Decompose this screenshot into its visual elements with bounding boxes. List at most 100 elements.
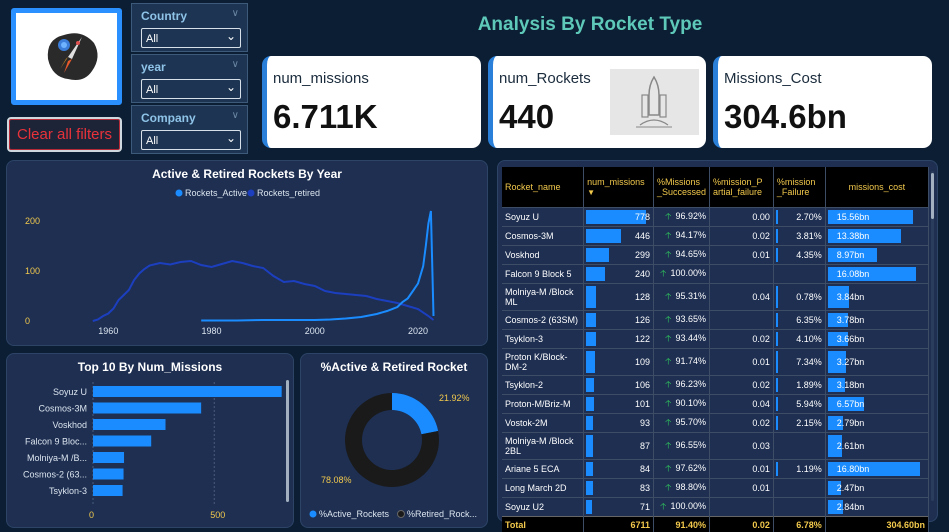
bar[interactable] bbox=[93, 485, 123, 496]
collapse-icon[interactable]: ∨ bbox=[231, 59, 239, 70]
chart-title: %Active & Retired Rocket bbox=[320, 360, 468, 374]
clear-filters-button[interactable]: Clear all filters bbox=[7, 117, 122, 152]
arrow-up-icon: 🡡 bbox=[660, 500, 667, 511]
arrow-up-icon: 🡡 bbox=[665, 416, 672, 427]
bar[interactable] bbox=[93, 386, 282, 397]
arrow-up-icon: 🡡 bbox=[660, 267, 667, 278]
cell-value: 3.27bn bbox=[836, 356, 865, 367]
legend-label[interactable]: Rockets_retired bbox=[257, 188, 320, 198]
cell-value: 2.79bn bbox=[836, 417, 865, 428]
cell-value: 109 bbox=[634, 356, 650, 367]
col-header-failure[interactable]: %mission _Failure bbox=[773, 167, 826, 207]
legend-label[interactable]: %Active_Rockets bbox=[319, 509, 390, 519]
cell-cost: 3.84bn bbox=[825, 282, 930, 310]
chevron-down-icon[interactable]: ⌄ bbox=[225, 29, 236, 43]
collapse-icon[interactable]: ∨ bbox=[231, 110, 239, 121]
cell-failure: 2.15% bbox=[773, 412, 826, 432]
year-slicer[interactable]: year ∨ All ⌄ bbox=[131, 54, 248, 103]
donut-chart[interactable]: 21.92% 78.08% %Active_Rockets %Retired_Rock… bbox=[301, 354, 489, 529]
table-row[interactable]: Soyuz U 778 🡡 96.92% 0.00 2.70% 15.56bn bbox=[502, 206, 930, 226]
total-success: 91.40% bbox=[653, 515, 711, 532]
table-total-row: Total 6711 91.40% 0.02 6.78% 304.60bn bbox=[502, 515, 930, 532]
x-tick-label: 500 bbox=[210, 510, 225, 520]
bar[interactable] bbox=[93, 402, 202, 414]
legend-label[interactable]: Rockets_Active bbox=[185, 188, 247, 198]
bar[interactable] bbox=[93, 452, 125, 463]
cell-value: 83 bbox=[639, 482, 650, 493]
cell-partial: 0.02 bbox=[709, 374, 774, 394]
cell-value: 15.56bn bbox=[836, 211, 870, 222]
col-header-cost[interactable]: missions_cost bbox=[825, 167, 930, 207]
rocket-table[interactable]: Rocket_name num_missions ▼ %Missions _Suc… bbox=[502, 167, 930, 532]
table-row[interactable]: Voskhod 299 🡡 94.65% 0.01 4.35% 8.97bn bbox=[502, 244, 930, 264]
donut-slice[interactable] bbox=[345, 393, 439, 487]
bar[interactable] bbox=[93, 435, 152, 447]
table-row[interactable]: Soyuz U2 71 🡡 100.00% 2.84bn bbox=[502, 496, 930, 516]
failure-bar bbox=[775, 350, 778, 373]
table-row[interactable]: Cosmos-2 (63SM) 126 🡡 93.65% 6.35% 3.78bn bbox=[502, 309, 930, 329]
cell-value: 3.66bn bbox=[836, 333, 865, 344]
table-row[interactable]: Tsyklon-3 122 🡡 93.44% 0.02 4.10% 3.66bn bbox=[502, 328, 930, 348]
year-dropdown[interactable]: All ⌄ bbox=[141, 79, 241, 99]
cell-value: 71 bbox=[639, 501, 650, 512]
table-row[interactable]: Molniya-M /Block ML 128 🡡 95.31% 0.04 0.78% 3.… bbox=[502, 282, 930, 310]
cell-value: 7.34% bbox=[796, 356, 822, 367]
col-header-num-missions[interactable]: num_missions ▼ bbox=[583, 167, 654, 207]
cell-success: 🡡 93.44% bbox=[653, 328, 711, 348]
cell-value: 93 bbox=[639, 417, 650, 428]
failure-bar bbox=[775, 247, 778, 262]
bar[interactable] bbox=[93, 419, 166, 430]
legend-label[interactable]: %Retired_Rock... bbox=[407, 509, 477, 519]
bar-chart[interactable]: 0 500 Soyuz U Cosmos-3M Voskhod Falcon 9 Bloc… bbox=[7, 354, 295, 529]
cell-value: 96.55% bbox=[675, 439, 707, 450]
cell-partial: 0.02 bbox=[709, 225, 774, 245]
collapse-icon[interactable]: ∨ bbox=[231, 8, 239, 19]
cell-value: 299 bbox=[634, 249, 650, 260]
table-row[interactable]: Falcon 9 Block 5 240 🡡 100.00% 16.08bn bbox=[502, 263, 930, 283]
table-row[interactable]: Proton-M/Briz-M 101 🡡 90.10% 0.04 5.94% 6.57bn bbox=[502, 393, 930, 413]
cell-num-missions: 106 bbox=[583, 374, 654, 394]
arrow-up-icon: 🡡 bbox=[665, 229, 672, 240]
table-row[interactable]: Ariane 5 ECA 84 🡡 97.62% 0.01 1.19% 16.80bn bbox=[502, 458, 930, 478]
series-line-rockets-active[interactable] bbox=[201, 210, 435, 322]
chevron-down-icon[interactable]: ⌄ bbox=[225, 131, 236, 145]
cell-success: 🡡 100.00% bbox=[653, 496, 711, 516]
cell-value: 122 bbox=[634, 333, 650, 344]
cell-num-missions: 84 bbox=[583, 458, 654, 478]
donut-slice[interactable] bbox=[392, 393, 439, 435]
table-row[interactable]: Proton K/Block-DM-2 109 🡡 91.74% 0.01 7.34% 3.… bbox=[502, 347, 930, 375]
total-cost: 304.60bn bbox=[825, 515, 930, 532]
cell-cost: 2.47bn bbox=[825, 477, 930, 497]
failure-bar bbox=[775, 312, 778, 327]
chart-scrollbar[interactable] bbox=[286, 380, 289, 502]
table-row[interactable]: Long March 2D 83 🡡 98.80% 0.01 2.47bn bbox=[502, 477, 930, 497]
missions-bar bbox=[586, 480, 593, 495]
table-header-row: Rocket_name num_missions ▼ %Missions _Suc… bbox=[502, 167, 930, 207]
col-header-success[interactable]: %Missions _Successed bbox=[653, 167, 711, 207]
table-row[interactable]: Molniya-M /Block 2BL 87 🡡 96.55% 0.03 2.61bn bbox=[502, 431, 930, 459]
col-header-label: num_missions bbox=[587, 176, 645, 187]
table-row[interactable]: Cosmos-3M 446 🡡 94.17% 0.02 3.81% 13.38bn bbox=[502, 225, 930, 245]
chevron-down-icon[interactable]: ⌄ bbox=[225, 80, 236, 94]
legend-marker bbox=[397, 510, 405, 518]
col-header-partial[interactable]: %mission_P artial_failure bbox=[709, 167, 774, 207]
country-dropdown[interactable]: All ⌄ bbox=[141, 28, 241, 48]
cost-bar bbox=[827, 228, 902, 243]
line-chart[interactable]: Rockets_Active Rockets_retired 0 100 200 1960… bbox=[7, 161, 489, 347]
table-scroll-track[interactable] bbox=[931, 171, 934, 501]
failure-bar bbox=[775, 415, 778, 430]
country-slicer[interactable]: Country ∨ All ⌄ bbox=[131, 3, 248, 52]
cell-cost: 6.57bn bbox=[825, 393, 930, 413]
company-slicer[interactable]: Company ∨ All ⌄ bbox=[131, 105, 248, 154]
col-header-rocket-name[interactable]: Rocket_name bbox=[502, 167, 585, 207]
table-scrollbar[interactable] bbox=[931, 173, 934, 219]
series-line-rockets-retired[interactable] bbox=[92, 259, 435, 322]
failure-bar bbox=[775, 209, 778, 224]
table-row[interactable]: Tsyklon-2 106 🡡 96.23% 0.02 1.89% 3.18bn bbox=[502, 374, 930, 394]
bar[interactable] bbox=[93, 468, 124, 480]
sort-desc-icon[interactable]: ▼ bbox=[587, 187, 596, 197]
table-row[interactable]: Vostok-2M 93 🡡 95.70% 0.02 2.15% 2.79bn bbox=[502, 412, 930, 432]
legend-marker bbox=[309, 510, 317, 518]
cell-value: 1.19% bbox=[796, 463, 822, 474]
company-dropdown[interactable]: All ⌄ bbox=[141, 130, 241, 150]
